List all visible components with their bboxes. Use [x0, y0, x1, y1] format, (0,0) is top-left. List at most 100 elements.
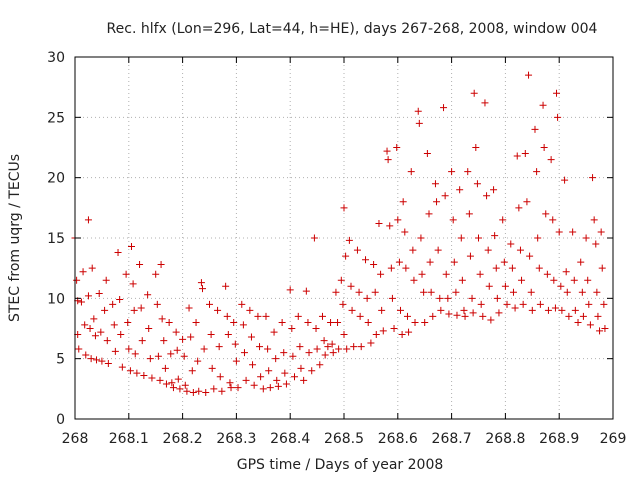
data-point	[436, 294, 444, 302]
data-point	[409, 246, 417, 254]
data-point	[259, 385, 267, 393]
data-point	[339, 300, 347, 308]
data-point	[117, 331, 125, 339]
data-point	[302, 287, 310, 295]
data-point	[188, 367, 196, 375]
data-point	[460, 306, 468, 314]
data-point	[562, 268, 570, 276]
data-point	[281, 369, 289, 377]
data-point	[468, 294, 476, 302]
data-point	[481, 99, 489, 107]
y-tick-label: 20	[47, 171, 65, 187]
data-point	[395, 258, 403, 266]
data-point	[441, 192, 449, 200]
data-point	[578, 288, 586, 296]
data-point	[230, 318, 238, 326]
data-point	[321, 351, 329, 359]
data-point	[84, 216, 92, 224]
data-point	[600, 300, 608, 308]
data-point	[479, 312, 487, 320]
data-point	[124, 318, 132, 326]
y-tick-label: 30	[47, 50, 65, 66]
data-point	[231, 340, 239, 348]
data-point	[415, 119, 423, 127]
data-point	[547, 156, 555, 164]
data-point	[531, 125, 539, 133]
data-point	[511, 304, 519, 312]
data-point	[500, 258, 508, 266]
x-tick-label: 268.5	[324, 431, 364, 447]
data-point	[239, 321, 247, 329]
data-point	[264, 345, 272, 353]
data-point	[202, 388, 210, 396]
data-point	[375, 220, 383, 228]
data-point	[558, 306, 566, 314]
data-point	[356, 312, 364, 320]
data-point	[477, 300, 485, 308]
data-point	[487, 316, 495, 324]
data-point	[329, 349, 337, 357]
data-point	[553, 89, 561, 97]
data-point	[207, 331, 215, 339]
data-point	[549, 216, 557, 224]
data-point	[569, 228, 577, 236]
data-point	[320, 337, 328, 345]
data-point	[223, 312, 231, 320]
data-point	[249, 361, 257, 369]
data-point	[426, 258, 434, 266]
data-point	[93, 356, 101, 364]
data-point	[501, 282, 509, 290]
data-point	[157, 261, 165, 269]
data-point	[116, 296, 124, 304]
data-point	[539, 101, 547, 109]
data-point	[206, 300, 213, 308]
data-point	[518, 276, 526, 284]
data-point	[77, 298, 85, 306]
x-tick-label: 268.6	[378, 431, 418, 447]
data-point	[475, 234, 482, 242]
data-point	[138, 337, 146, 345]
data-point	[472, 144, 480, 151]
data-point	[473, 180, 481, 188]
data-point	[136, 261, 144, 269]
data-point	[81, 321, 89, 329]
data-point	[574, 318, 582, 326]
data-point	[156, 376, 164, 384]
data-point	[427, 288, 435, 296]
data-point	[396, 306, 404, 314]
data-point	[465, 210, 473, 218]
data-point	[470, 89, 478, 97]
data-point	[551, 304, 559, 312]
x-tick-labels: 268 268.1 268.2 268.3 268.4 268.5 268.6 268.7 26…	[62, 431, 627, 447]
data-point	[367, 339, 375, 347]
data-point	[493, 294, 501, 302]
data-point	[563, 288, 571, 296]
data-point	[208, 364, 216, 372]
data-point	[328, 340, 336, 348]
data-point	[362, 256, 370, 264]
data-point	[456, 186, 464, 194]
data-point	[266, 384, 274, 392]
x-tick-label: 268.8	[485, 431, 525, 447]
data-point	[82, 351, 90, 359]
data-point	[495, 309, 503, 317]
data-point	[224, 331, 232, 339]
data-point	[509, 288, 517, 296]
data-point	[111, 347, 119, 355]
data-point	[584, 276, 592, 284]
data-point	[200, 345, 208, 353]
y-axis-label: STEC from uqrg / TECUs	[7, 154, 23, 322]
data-point	[214, 306, 222, 314]
x-tick-label: 268.2	[163, 431, 203, 447]
data-point	[97, 328, 105, 336]
data-point	[87, 355, 95, 363]
data-point	[289, 352, 297, 360]
data-point	[523, 198, 531, 206]
data-point	[162, 380, 170, 388]
data-point	[133, 369, 141, 377]
data-point	[534, 234, 542, 242]
data-point	[370, 261, 378, 269]
data-point	[387, 264, 395, 272]
data-point	[528, 306, 536, 314]
data-point	[372, 331, 380, 339]
